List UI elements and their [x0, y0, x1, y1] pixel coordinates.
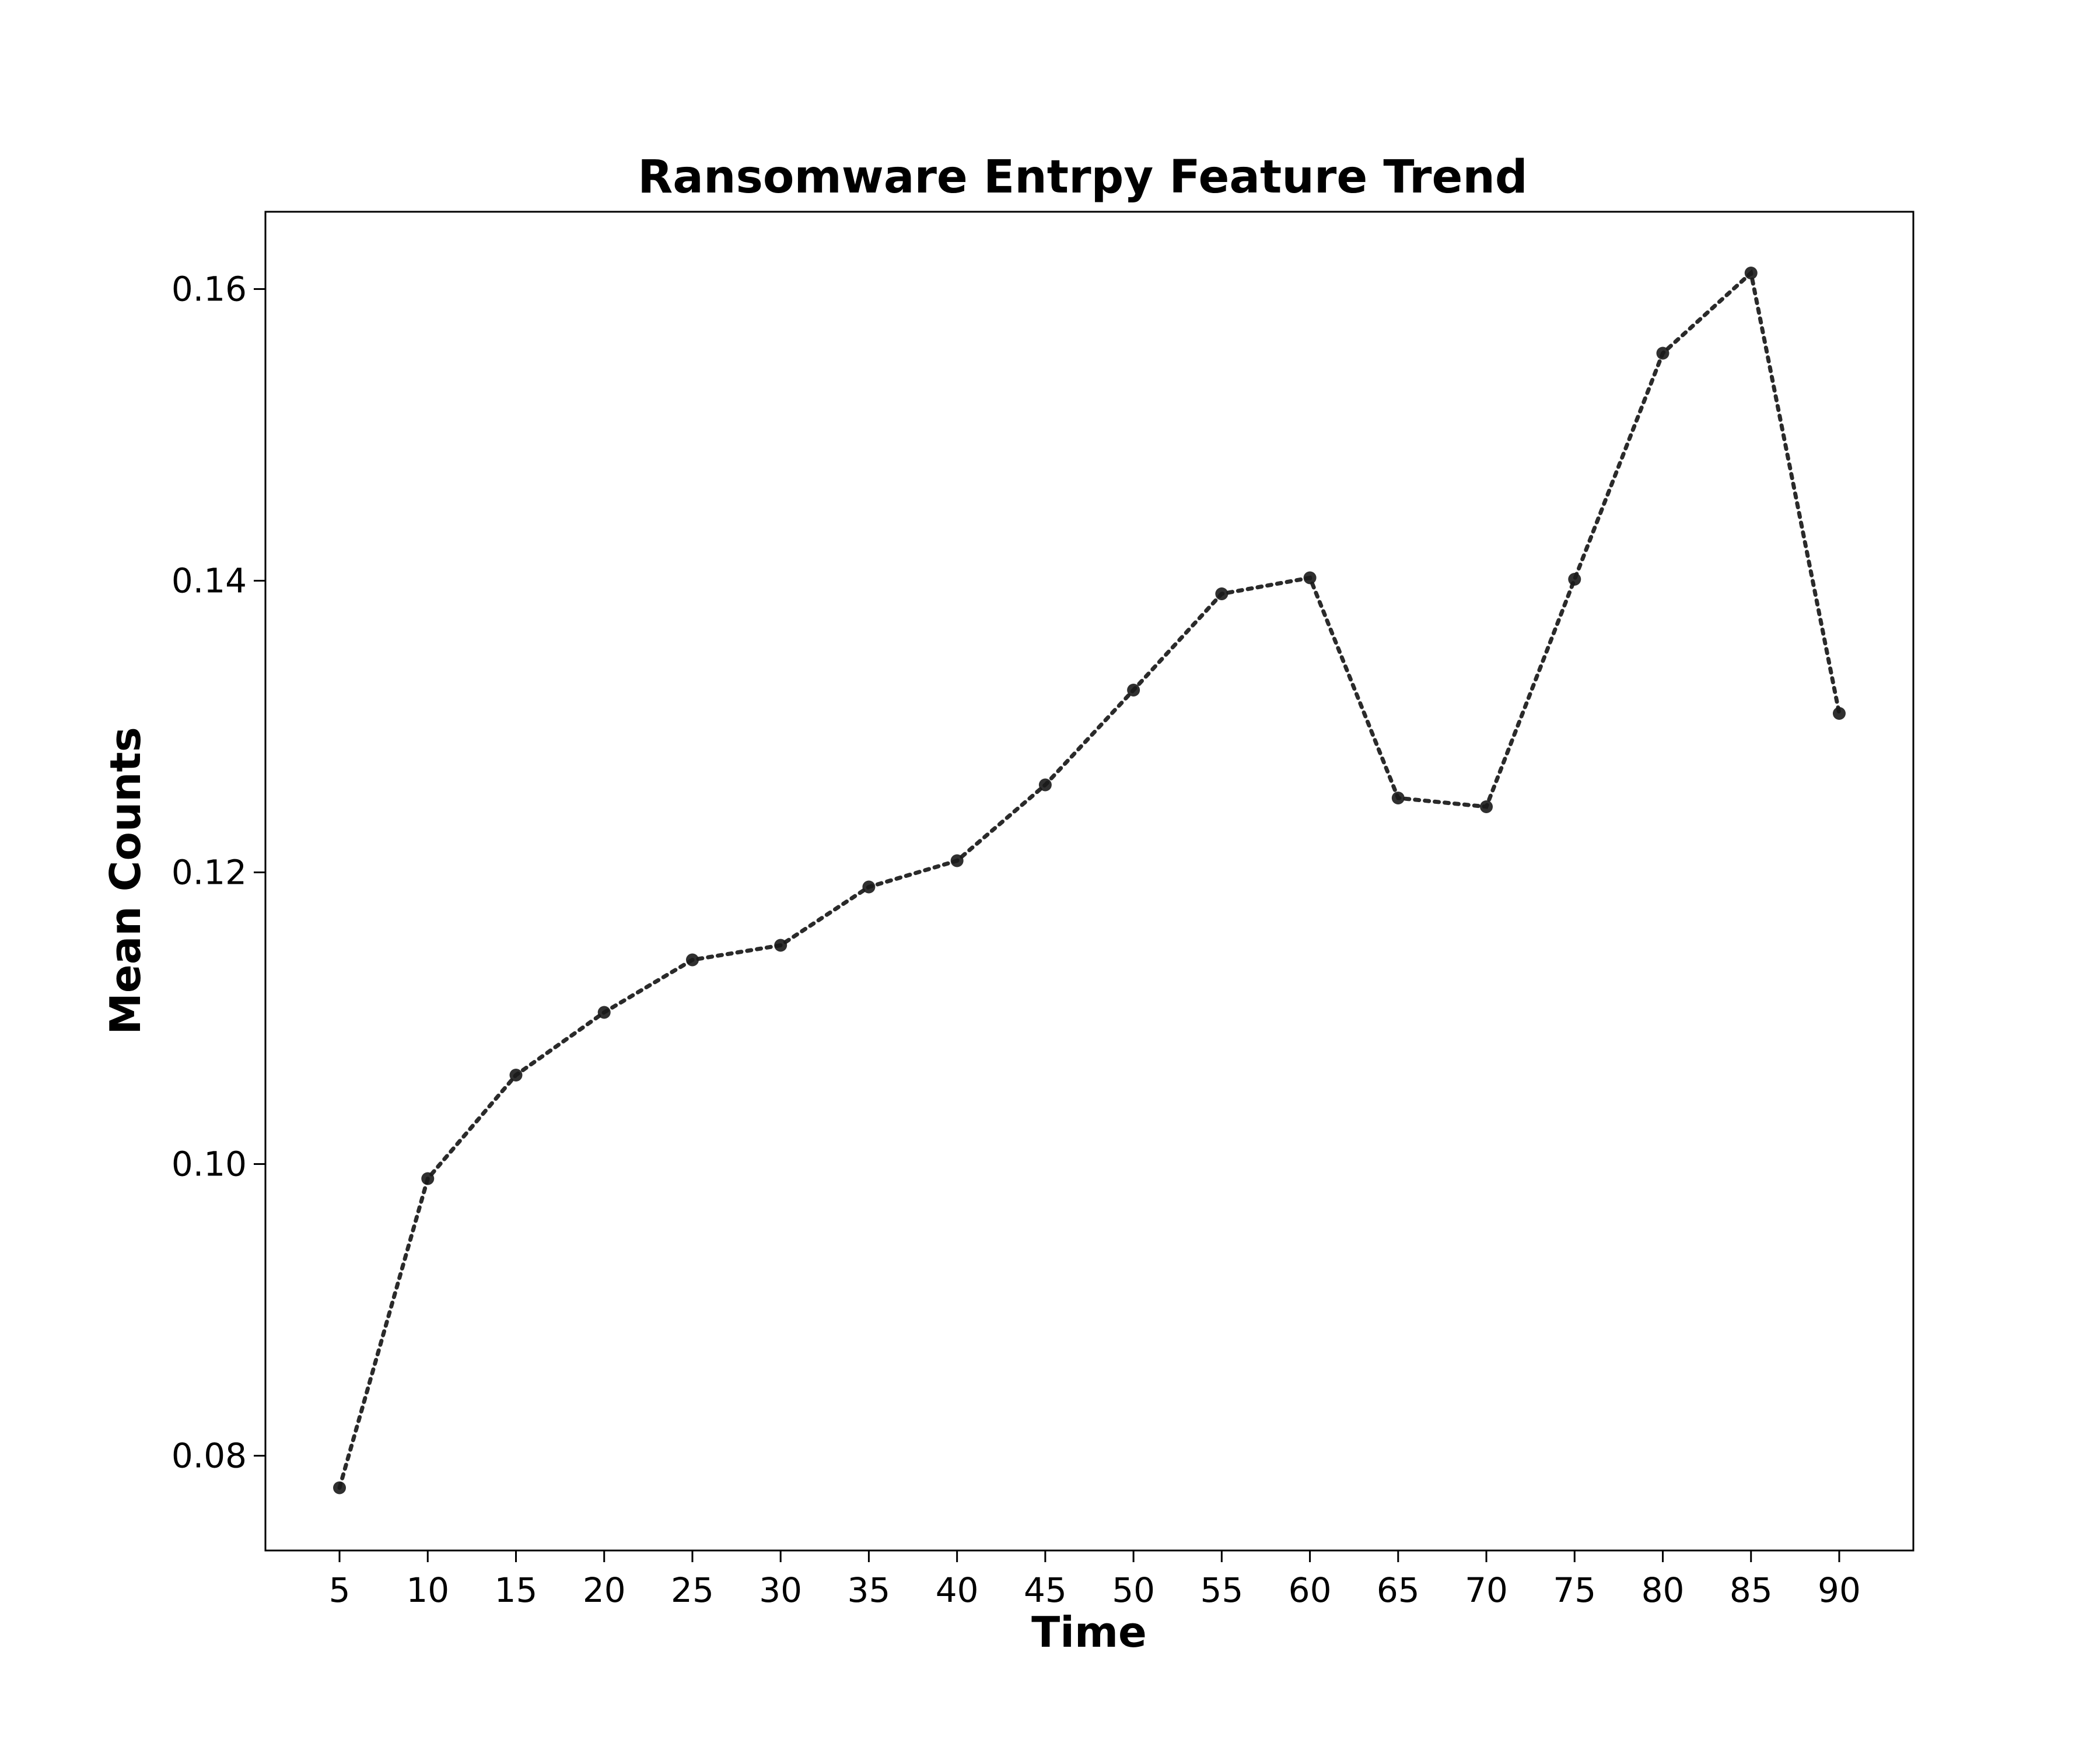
data-point: [950, 854, 964, 867]
x-tick-label: 55: [1200, 1570, 1243, 1610]
y-tick-label: 0.16: [172, 270, 247, 309]
x-axis: 5 10 15 20 25 30 35 40 45 50 55 60 65 70 75 80 85 90: [329, 1550, 1861, 1610]
chart-title: Ransomware Entrpy Feature Trend: [638, 151, 1528, 204]
x-tick-label: 90: [1818, 1570, 1861, 1610]
series-line: [337, 269, 1842, 1490]
data-point: [333, 1481, 346, 1494]
x-tick-label: 85: [1730, 1570, 1773, 1610]
data-point: [597, 1006, 611, 1019]
data-point: [1480, 800, 1493, 813]
data-point: [685, 953, 699, 967]
x-tick-label: 60: [1289, 1570, 1332, 1610]
data-point: [1038, 778, 1052, 792]
x-tick-label: 30: [759, 1570, 802, 1610]
data-point: [1215, 587, 1228, 600]
x-tick-label: 75: [1553, 1570, 1596, 1610]
y-tick-label: 0.12: [172, 853, 247, 892]
x-tick-label: 25: [671, 1570, 714, 1610]
data-point: [1127, 684, 1140, 696]
data-point: [862, 880, 876, 894]
x-tick-label: 35: [848, 1570, 891, 1610]
y-tick-label: 0.08: [172, 1436, 247, 1476]
x-tick-label: 10: [406, 1570, 449, 1610]
plot-area: [264, 211, 1915, 1552]
x-tick-label: 65: [1377, 1570, 1420, 1610]
x-tick-label: 15: [495, 1570, 538, 1610]
data-point: [421, 1172, 435, 1185]
x-tick-label: 70: [1465, 1570, 1508, 1610]
x-tick-label: 80: [1642, 1570, 1685, 1610]
y-axis-label: Mean Counts: [101, 727, 150, 1034]
data-point: [1568, 573, 1581, 586]
series-markers: [333, 267, 1846, 1494]
y-tick-label: 0.10: [172, 1144, 247, 1184]
data-point: [1656, 346, 1670, 360]
data-point: [1832, 707, 1846, 720]
x-axis-label: Time: [1031, 1608, 1147, 1657]
x-tick-label: 40: [936, 1570, 979, 1610]
y-tick-label: 0.14: [172, 561, 247, 601]
x-tick-label: 45: [1024, 1570, 1067, 1610]
data-point: [774, 939, 788, 952]
data-point: [1303, 571, 1317, 584]
data-point: [1391, 792, 1405, 804]
data-point: [509, 1069, 523, 1082]
x-tick-label: 50: [1112, 1570, 1155, 1610]
y-axis: 0.08 0.10 0.12 0.14 0.16: [172, 270, 265, 1476]
x-tick-label: 5: [329, 1570, 351, 1610]
x-tick-label: 20: [583, 1570, 626, 1610]
data-point: [1744, 267, 1758, 279]
